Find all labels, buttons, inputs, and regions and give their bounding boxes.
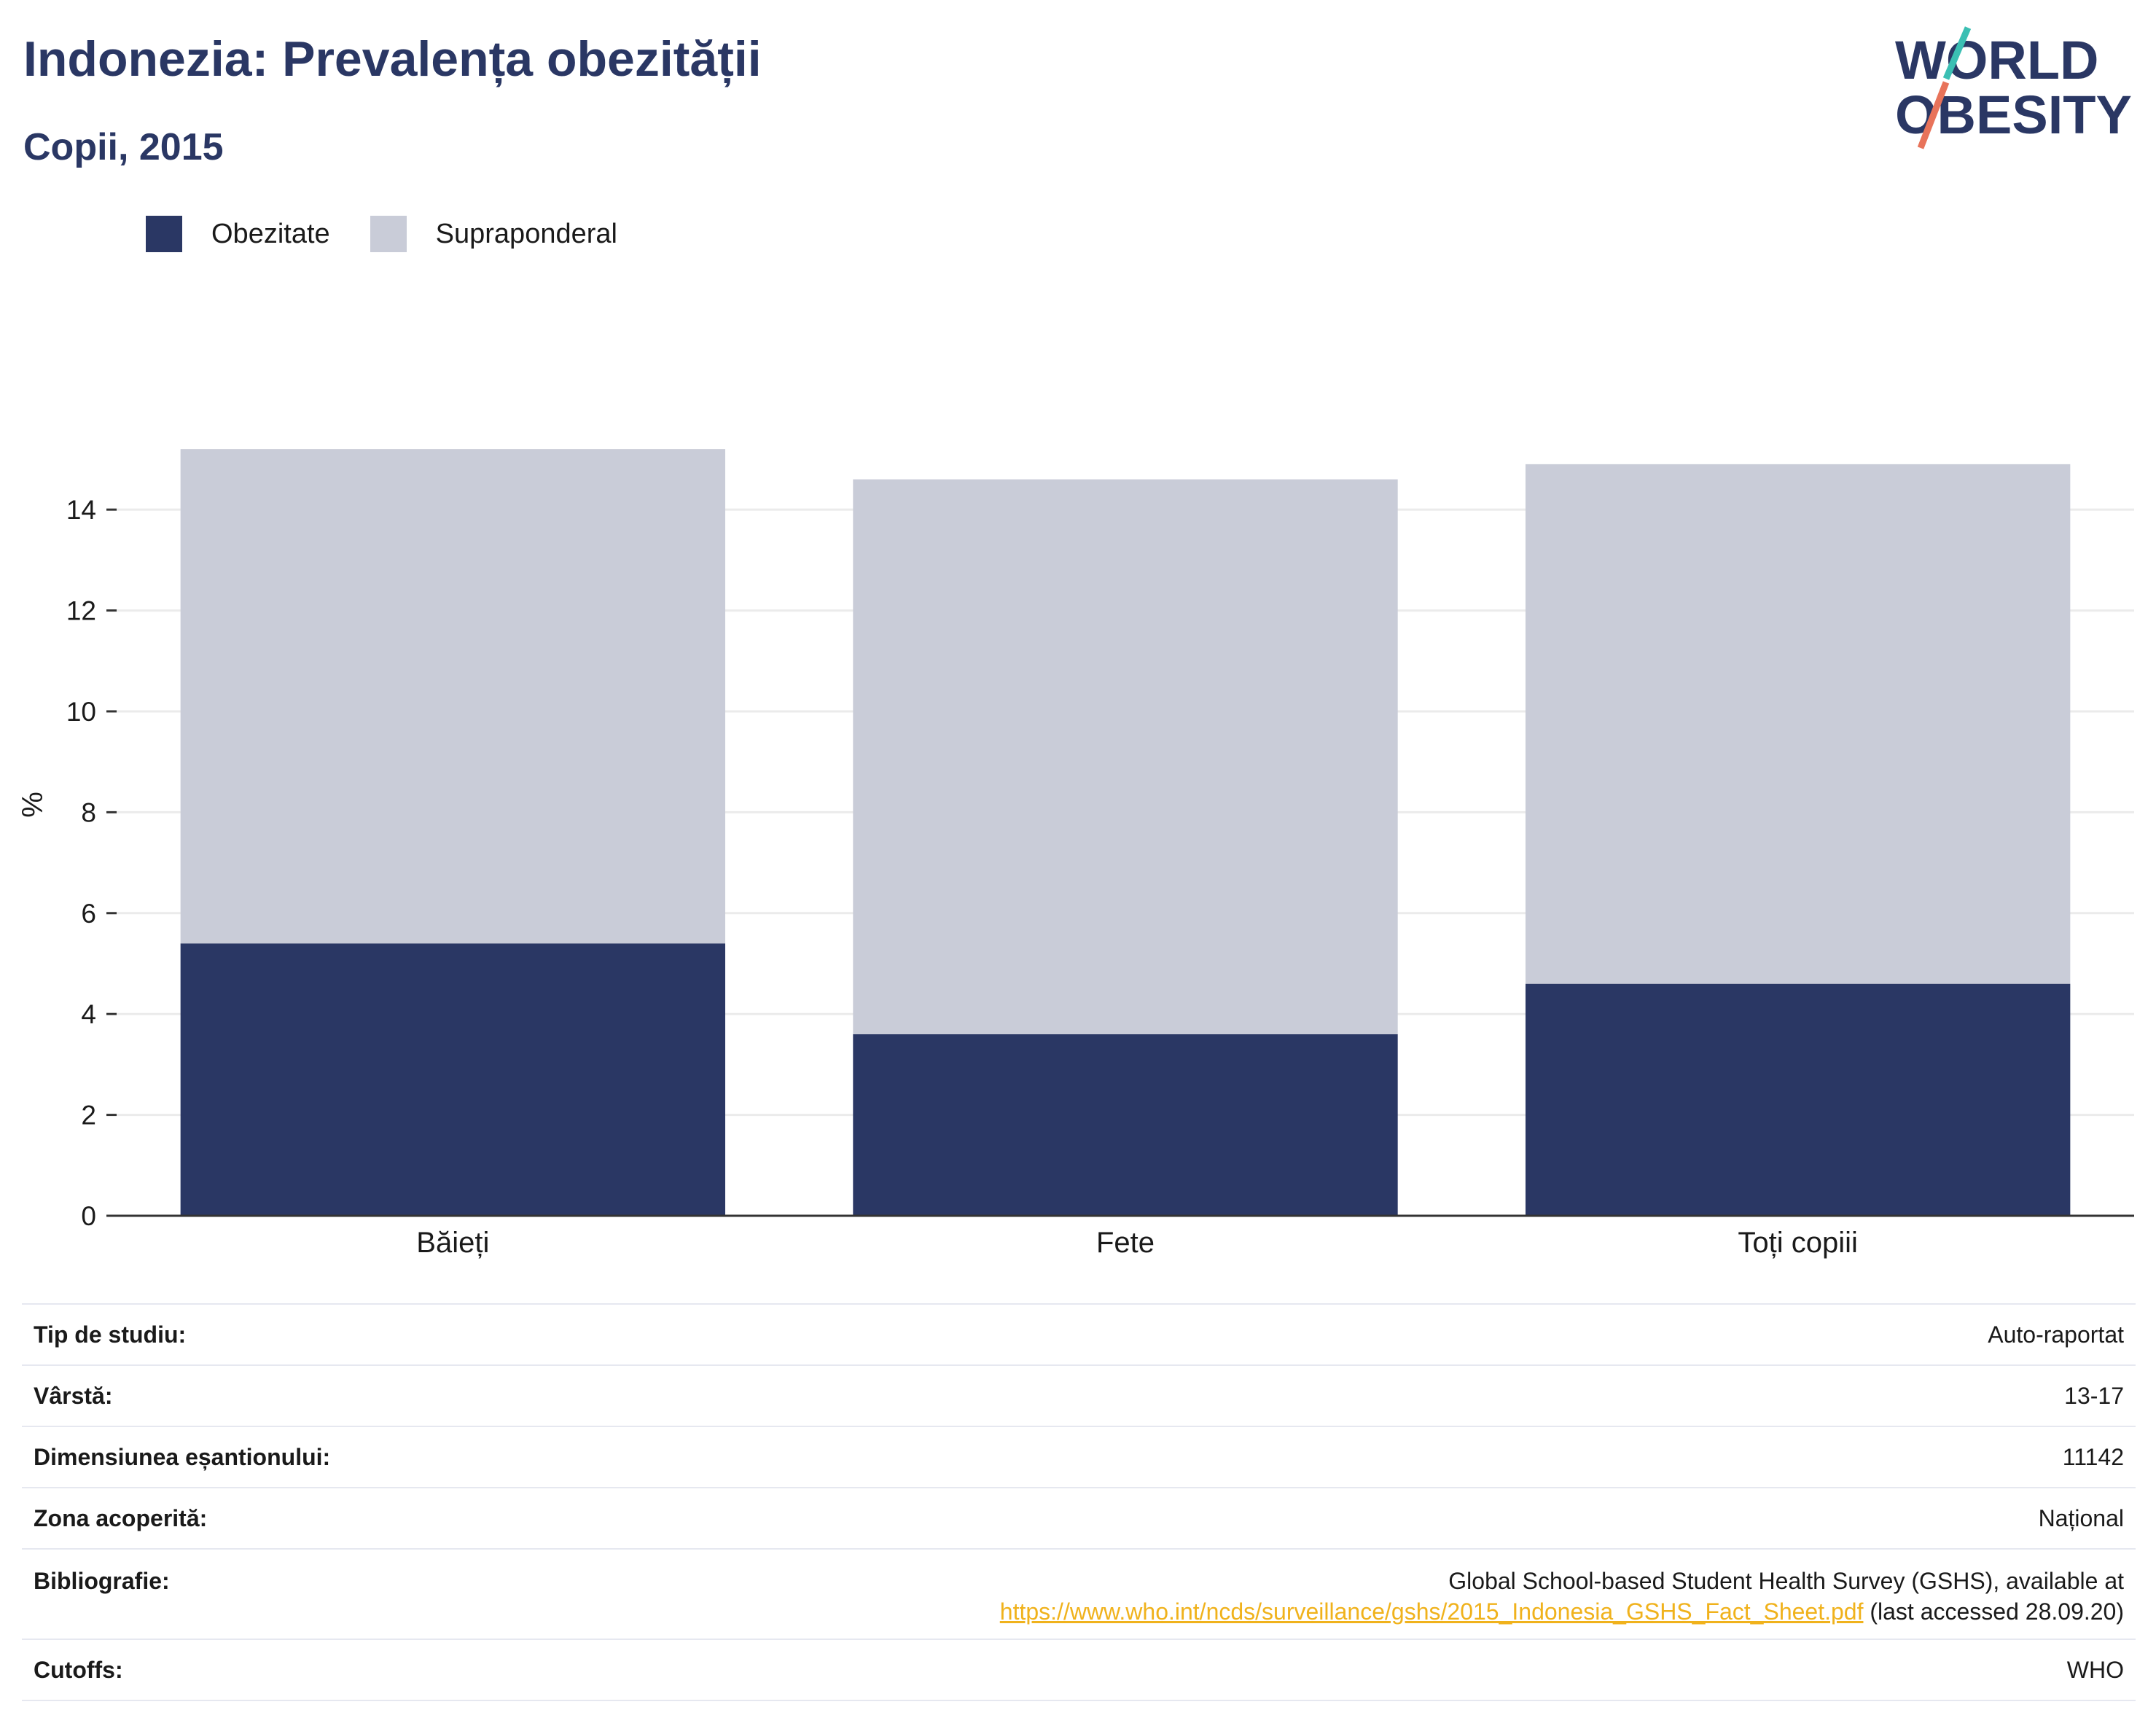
bars [180,449,2071,1216]
bar-supraponderal-2 [1525,464,2071,984]
table-value: 11142 [483,1426,2136,1488]
world-obesity-logo: WORLD OBESITY [1895,26,2132,149]
table-row: Tip de studiu: Auto-raportat [22,1303,2136,1365]
info-table: Tip de studiu: Auto-raportat Vârstă: 13-… [22,1303,2136,1701]
table-value: Auto-raportat [483,1303,2136,1365]
x-tick-label: Băieți [416,1227,489,1259]
bar-obezitate-2 [1525,983,2071,1216]
bar-supraponderal-1 [853,479,1398,1034]
bibliography-link[interactable]: https://www.who.int/ncds/surveillance/gs… [999,1598,1864,1625]
table-value: 13-17 [483,1364,2136,1426]
legend-label-supraponderal: Supraponderal [435,218,617,249]
bar-supraponderal-0 [180,449,726,944]
legend-label-obezitate: Obezitate [211,218,330,249]
x-tick-label: Toți copiii [1738,1227,1858,1259]
bibliography-value: Global School-based Student Health Surve… [483,1548,2136,1639]
x-tick-label: Fete [1096,1227,1155,1259]
table-value: WHO [483,1639,2136,1701]
logo-slash-teal [1942,26,1972,80]
table-key: Cutoffs: [22,1639,483,1701]
table-row: Vârstă: 13-17 [22,1364,2136,1426]
legend-item-obezitate[interactable]: Obezitate [146,216,330,252]
table-row: Cutoffs: WHO [22,1639,2136,1701]
legend-swatch-obezitate [146,216,182,252]
table-row: Zona acoperită: Național [22,1487,2136,1549]
y-tick-label: 6 [81,899,96,929]
y-tick-label: 10 [66,697,96,727]
logo-slash-coral [1917,81,1950,149]
table-value: Național [483,1487,2136,1549]
logo-line1: WORLD [1895,30,2099,90]
y-tick-label: 4 [81,999,96,1029]
y-tick-labels: 0 2 4 6 8 10 12 14 [66,495,117,1231]
legend-swatch-supraponderal [370,216,407,252]
chart-subtitle: Copii, 2015 [23,126,224,168]
bibliography-suffix: (last accessed 28.09.20) [1863,1598,2124,1625]
y-axis-label: % [17,792,49,818]
table-key: Dimensiunea eșantionului: [22,1426,483,1488]
x-tick-labels: Băieți Fete Toți copiii [416,1227,1858,1259]
bar-obezitate-0 [180,943,726,1216]
y-tick-label: 12 [66,596,96,626]
table-row: Dimensiunea eșantionului: 11142 [22,1426,2136,1488]
bibliography-text: Global School-based Student Health Surve… [1448,1568,2124,1594]
table-key: Zona acoperită: [22,1487,483,1549]
y-tick-label: 14 [66,495,96,525]
y-tick-label: 8 [81,797,96,827]
table-row: Bibliografie: Global School-based Studen… [22,1548,2136,1639]
bar-chart: 0 2 4 6 8 10 12 14 Băieți Fete Toți copiii % [17,449,2134,1259]
y-tick-label: 2 [81,1101,96,1130]
chart-legend: Obezitate Supraponderal [146,216,657,252]
y-tick-label: 0 [81,1201,96,1231]
legend-item-supraponderal[interactable]: Supraponderal [370,216,617,252]
bar-obezitate-1 [853,1034,1398,1216]
table-key: Bibliografie: [22,1548,483,1639]
table-key: Vârstă: [22,1364,483,1426]
table-key: Tip de studiu: [22,1303,483,1365]
chart-title: Indonezia: Prevalența obezității [23,31,762,87]
